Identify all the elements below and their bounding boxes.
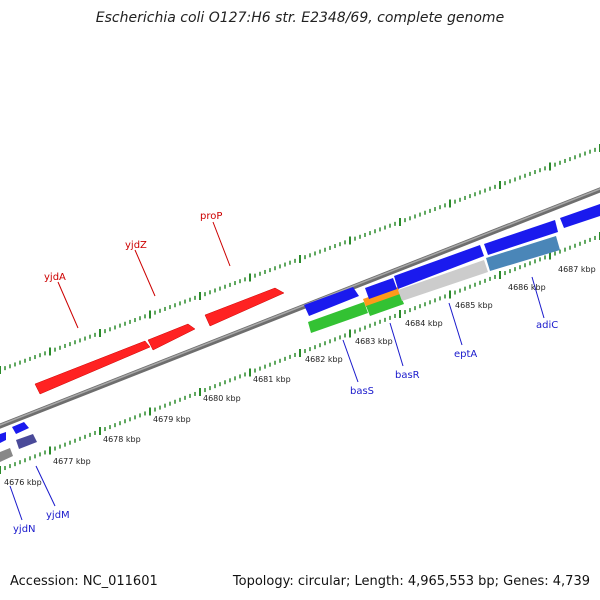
label-yjdA: yjdA bbox=[44, 272, 66, 283]
scale-label: 4679 kbp bbox=[153, 415, 191, 424]
scale-label: 4686 kbp bbox=[508, 283, 546, 292]
gene-gray-left bbox=[0, 448, 13, 462]
scale-label: 4681 kbp bbox=[253, 375, 291, 384]
gene-basS-upper[interactable] bbox=[304, 287, 359, 316]
leader-yjdA bbox=[57, 281, 79, 329]
genome-title: Escherichia coli O127:H6 str. E2348/69, … bbox=[95, 10, 505, 26]
accession-label: Accession: NC_011601 bbox=[10, 574, 158, 589]
leader-basR bbox=[389, 322, 404, 367]
gene-basR[interactable] bbox=[366, 294, 404, 316]
gene-yjdA[interactable] bbox=[34, 340, 151, 395]
gene-adiC[interactable] bbox=[486, 236, 560, 271]
genome-summary: Topology: circular; Length: 4,965,553 bp… bbox=[232, 574, 590, 589]
gene-adiC-upper[interactable] bbox=[484, 220, 558, 255]
leader-eptA bbox=[448, 302, 463, 346]
genome-backbone bbox=[0, 187, 600, 429]
gene-right-blue[interactable] bbox=[560, 204, 600, 228]
scale-label: 4678 kbp bbox=[103, 435, 141, 444]
label-basS: basS bbox=[350, 386, 374, 397]
label-adiC: adiC bbox=[536, 320, 558, 331]
gene-yjdM-pseudo bbox=[16, 434, 37, 449]
gene-yjdM[interactable] bbox=[12, 422, 29, 434]
scale-label: 4680 kbp bbox=[203, 394, 241, 403]
leader-yjdZ bbox=[134, 249, 156, 297]
scale-label: 4676 kbp bbox=[4, 478, 42, 487]
leader-yjdN bbox=[9, 485, 23, 521]
gene-basR-orange[interactable] bbox=[363, 287, 401, 307]
label-yjdM: yjdM bbox=[46, 510, 70, 521]
gene-proP[interactable] bbox=[204, 287, 285, 327]
label-yjdN: yjdN bbox=[13, 524, 36, 535]
leader-basS bbox=[342, 339, 359, 383]
gene-yjdZ[interactable] bbox=[147, 323, 196, 351]
scale-label: 4683 kbp bbox=[355, 337, 393, 346]
scale-label: 4687 kbp bbox=[558, 265, 596, 274]
gene-yjdN[interactable] bbox=[0, 432, 6, 443]
scale-label: 4677 kbp bbox=[53, 457, 91, 466]
label-yjdZ: yjdZ bbox=[125, 240, 147, 251]
gene-basS[interactable] bbox=[308, 302, 368, 333]
leader-yjdM bbox=[35, 465, 56, 507]
gene-eptA[interactable] bbox=[398, 260, 488, 301]
label-basR: basR bbox=[395, 370, 420, 381]
label-eptA: eptA bbox=[454, 349, 477, 360]
leader-adiC bbox=[531, 276, 545, 319]
genome-backbone-highlight bbox=[0, 188, 600, 426]
inner-tick-track bbox=[0, 232, 600, 474]
scale-label: 4685 kbp bbox=[455, 301, 493, 310]
scale-label: 4682 kbp bbox=[305, 355, 343, 364]
gene-mid-blue[interactable] bbox=[365, 278, 397, 299]
label-proP: proP bbox=[200, 211, 222, 222]
scale-label: 4684 kbp bbox=[405, 319, 443, 328]
gene-eptA-upper[interactable] bbox=[394, 245, 484, 289]
leader-proP bbox=[212, 221, 231, 267]
outer-tick-track bbox=[0, 144, 600, 374]
